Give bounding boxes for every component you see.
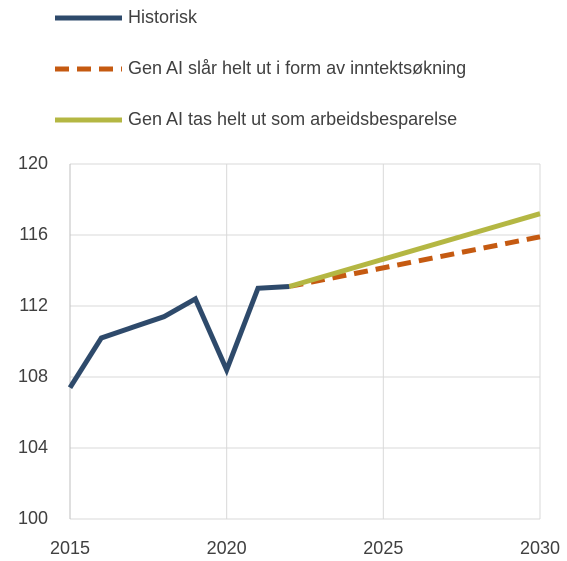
y-tick-label: 100 bbox=[18, 508, 48, 528]
y-tick-label: 108 bbox=[18, 366, 48, 386]
legend-label: Gen AI slår helt ut i form av inntektsøk… bbox=[128, 58, 466, 78]
y-tick-label: 116 bbox=[19, 224, 48, 244]
x-tick-label: 2015 bbox=[50, 538, 90, 558]
y-tick-label: 104 bbox=[18, 437, 48, 457]
series-line bbox=[288, 211, 541, 289]
x-tick-label: 2030 bbox=[520, 538, 560, 558]
y-tick-label: 120 bbox=[18, 153, 48, 173]
series-line bbox=[67, 283, 290, 389]
series-line bbox=[288, 234, 541, 289]
x-tick-label: 2020 bbox=[207, 538, 247, 558]
legend-label: Historisk bbox=[128, 7, 198, 27]
legend-label: Gen AI tas helt ut som arbeidsbesparelse bbox=[128, 109, 457, 129]
x-tick-label: 2025 bbox=[363, 538, 403, 558]
y-tick-label: 112 bbox=[19, 295, 48, 315]
